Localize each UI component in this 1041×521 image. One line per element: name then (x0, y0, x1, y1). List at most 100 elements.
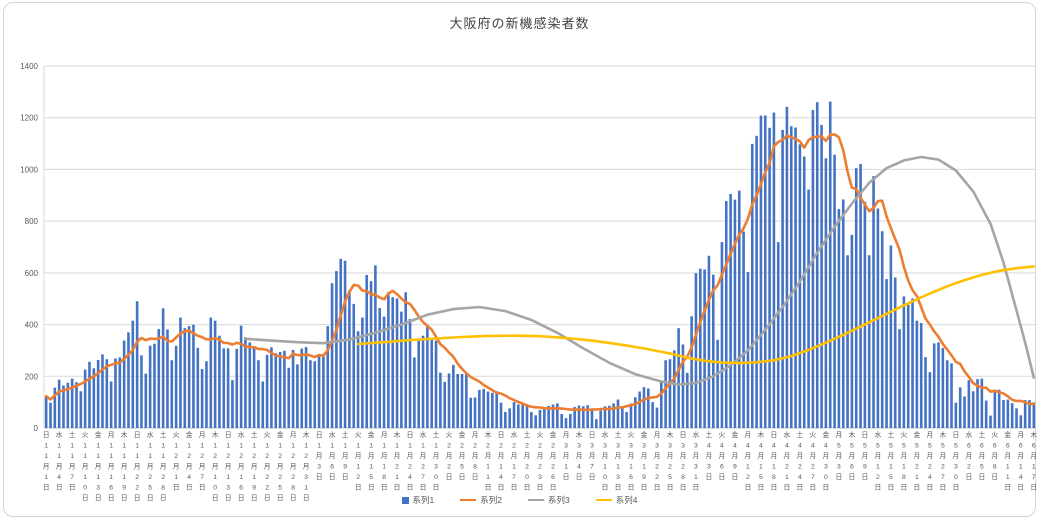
svg-text:2: 2 (473, 443, 477, 450)
svg-text:水: 水 (966, 430, 973, 439)
svg-text:1: 1 (252, 474, 256, 481)
svg-text:3: 3 (616, 443, 620, 450)
svg-text:1: 1 (486, 464, 490, 471)
svg-text:1: 1 (122, 474, 126, 481)
svg-text:2: 2 (148, 474, 152, 481)
svg-text:4: 4 (1019, 474, 1023, 481)
svg-text:8: 8 (993, 464, 997, 471)
svg-text:4: 4 (798, 443, 802, 450)
svg-text:月: 月 (1017, 452, 1024, 460)
svg-text:4: 4 (57, 474, 61, 481)
svg-text:6: 6 (109, 485, 113, 492)
svg-text:7: 7 (200, 474, 204, 481)
svg-text:日: 日 (498, 484, 505, 492)
svg-text:4: 4 (928, 474, 932, 481)
svg-text:水: 水 (511, 430, 518, 439)
svg-text:1: 1 (1032, 464, 1036, 471)
svg-text:2: 2 (291, 453, 295, 460)
svg-text:1: 1 (83, 443, 87, 450)
svg-text:月: 月 (1017, 431, 1024, 439)
svg-text:2: 2 (291, 474, 295, 481)
svg-text:2: 2 (967, 464, 971, 471)
svg-text:日: 日 (706, 473, 713, 481)
svg-text:1: 1 (265, 443, 269, 450)
svg-text:2: 2 (395, 464, 399, 471)
svg-text:1: 1 (1019, 464, 1023, 471)
svg-text:月: 月 (927, 452, 934, 460)
svg-text:月: 月 (212, 463, 219, 471)
svg-text:3: 3 (694, 443, 698, 450)
svg-text:月: 月 (706, 452, 713, 460)
x-axis-labels: 日11月1日水11月4日土11月7日火11月10日金11月13日月11月16日木… (43, 430, 1038, 502)
svg-text:1: 1 (616, 464, 620, 471)
svg-text:2: 2 (486, 443, 490, 450)
svg-text:日: 日 (290, 494, 297, 502)
svg-text:0: 0 (34, 424, 39, 433)
svg-text:4: 4 (408, 474, 412, 481)
svg-text:1: 1 (187, 443, 191, 450)
svg-text:月: 月 (563, 431, 570, 439)
svg-text:2: 2 (551, 443, 555, 450)
svg-text:月: 月 (498, 452, 505, 460)
svg-text:2: 2 (408, 464, 412, 471)
legend-item-series3[interactable]: 系列3 (526, 494, 572, 506)
svg-text:月: 月 (69, 463, 76, 471)
svg-text:800: 800 (25, 217, 39, 226)
svg-text:水: 水 (693, 430, 700, 439)
svg-text:日: 日 (212, 494, 219, 502)
svg-text:水: 水 (329, 430, 336, 439)
legend-item-series2[interactable]: 系列2 (458, 494, 504, 506)
svg-text:1: 1 (109, 453, 113, 460)
svg-text:5: 5 (837, 443, 841, 450)
chart-container[interactable]: 大阪府の新機感染者数 0 200 400 600 800 1000 1200 1400 日 1 1 月… (3, 2, 1038, 517)
svg-text:1: 1 (122, 453, 126, 460)
svg-text:4: 4 (187, 474, 191, 481)
svg-text:水: 水 (602, 430, 609, 439)
svg-text:5: 5 (850, 443, 854, 450)
svg-text:3: 3 (668, 443, 672, 450)
svg-text:1: 1 (356, 443, 360, 450)
svg-text:2: 2 (876, 474, 880, 481)
svg-text:4: 4 (824, 443, 828, 450)
svg-text:6: 6 (967, 443, 971, 450)
legend-label-series1: 系列1 (412, 495, 435, 505)
svg-text:月: 月 (732, 452, 739, 460)
svg-text:木: 木 (667, 430, 674, 439)
svg-text:土: 土 (342, 430, 349, 439)
svg-text:月: 月 (667, 452, 674, 460)
svg-text:2: 2 (213, 453, 217, 460)
svg-text:日: 日 (420, 484, 427, 492)
svg-text:0: 0 (83, 485, 87, 492)
svg-text:1: 1 (96, 453, 100, 460)
svg-text:3: 3 (304, 474, 308, 481)
svg-text:7: 7 (421, 474, 425, 481)
svg-text:9: 9 (863, 464, 867, 471)
svg-text:日: 日 (173, 484, 180, 492)
svg-text:2: 2 (447, 443, 451, 450)
svg-text:日: 日 (43, 431, 50, 439)
svg-text:1: 1 (174, 443, 178, 450)
svg-text:木: 木 (1030, 430, 1037, 439)
legend-item-series4[interactable]: 系列4 (593, 494, 640, 506)
svg-text:4: 4 (798, 474, 802, 481)
legend-item-series1[interactable]: 系列1 (399, 494, 437, 506)
svg-text:金: 金 (186, 430, 193, 439)
svg-text:1400: 1400 (20, 62, 38, 71)
svg-text:3: 3 (616, 474, 620, 481)
svg-text:日: 日 (875, 484, 882, 492)
svg-text:1: 1 (512, 464, 516, 471)
svg-text:月: 月 (251, 463, 258, 471)
svg-text:日: 日 (1004, 484, 1011, 492)
svg-text:5: 5 (369, 474, 373, 481)
svg-text:7: 7 (70, 474, 74, 481)
svg-text:1: 1 (135, 453, 139, 460)
svg-text:0: 0 (525, 474, 529, 481)
svg-text:日: 日 (732, 473, 739, 481)
svg-text:2: 2 (538, 443, 542, 450)
svg-text:1: 1 (772, 464, 776, 471)
svg-text:1: 1 (382, 443, 386, 450)
svg-text:5: 5 (980, 464, 984, 471)
svg-text:日: 日 (251, 494, 258, 502)
svg-text:1: 1 (369, 464, 373, 471)
svg-text:月: 月 (433, 452, 440, 460)
